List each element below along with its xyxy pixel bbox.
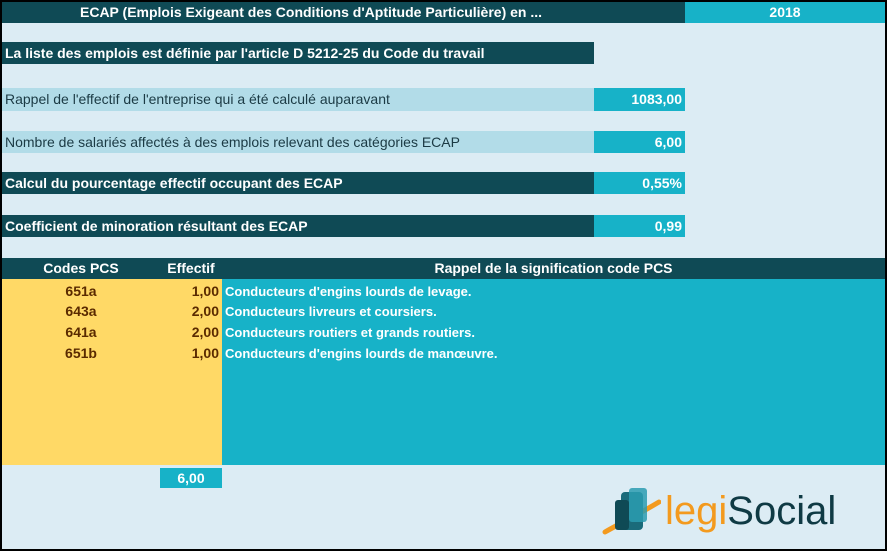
- total-effectif: 6,00: [177, 470, 205, 486]
- row-code: 641a: [65, 324, 97, 340]
- header-title-cell[interactable]: ECAP (Emplois Exigeant des Conditions d'…: [2, 2, 685, 23]
- row-description: Conducteurs routiers et grands routiers.: [225, 325, 475, 340]
- effectif-label-cell[interactable]: Rappel de l'effectif de l'entreprise qui…: [2, 88, 594, 111]
- header-codes-pcs[interactable]: Codes PCS: [43, 260, 119, 276]
- year-cell[interactable]: 2018: [685, 2, 885, 23]
- salaries-value: 6,00: [654, 134, 682, 150]
- table-row[interactable]: 643a 2,00 Conducteurs livreurs et coursi…: [2, 301, 885, 322]
- row-code: 651b: [65, 345, 97, 361]
- table-row[interactable]: 651b 1,00 Conducteurs d'engins lourds de…: [2, 343, 885, 364]
- legisocial-logo: legiSocial: [599, 484, 869, 544]
- effectif-label: Rappel de l'effectif de l'entreprise qui…: [5, 91, 390, 107]
- pourcentage-value: 0,55%: [642, 175, 682, 191]
- total-effectif-cell[interactable]: 6,00: [160, 468, 222, 488]
- pourcentage-label-cell[interactable]: Calcul du pourcentage effectif occupant …: [2, 172, 594, 194]
- row-effectif: 2,00: [191, 303, 219, 319]
- header-title: ECAP (Emplois Exigeant des Conditions d'…: [80, 4, 543, 20]
- coefficient-value: 0,99: [654, 218, 682, 234]
- effectif-value: 1083,00: [631, 91, 682, 107]
- row-effectif: 2,00: [191, 324, 219, 340]
- year-value: 2018: [769, 4, 801, 20]
- table-row[interactable]: 651a 1,00 Conducteurs d'engins lourds de…: [2, 281, 885, 302]
- row-code: 643a: [65, 303, 97, 319]
- signification-column: [222, 279, 885, 465]
- info-line: La liste des emplois est définie par l'a…: [5, 45, 485, 61]
- header-effectif[interactable]: Effectif: [167, 260, 215, 276]
- salaries-label-cell[interactable]: Nombre de salariés affectés à des emploi…: [2, 131, 594, 153]
- salaries-label: Nombre de salariés affectés à des emploi…: [5, 134, 460, 150]
- coefficient-label: Coefficient de minoration résultant des …: [5, 218, 308, 234]
- row-description: Conducteurs d'engins lourds de levage.: [225, 284, 472, 299]
- row-description: Conducteurs livreurs et coursiers.: [225, 304, 437, 319]
- row-code: 651a: [65, 283, 97, 299]
- row-description: Conducteurs d'engins lourds de manœuvre.: [225, 346, 498, 361]
- pourcentage-label: Calcul du pourcentage effectif occupant …: [5, 175, 343, 191]
- table-row[interactable]: 641a 2,00 Conducteurs routiers et grands…: [2, 322, 885, 343]
- effectif-value-cell[interactable]: 1083,00: [594, 88, 685, 111]
- header-signification[interactable]: Rappel de la signification code PCS: [434, 260, 673, 276]
- pourcentage-value-cell[interactable]: 0,55%: [594, 172, 685, 194]
- row-effectif: 1,00: [191, 345, 219, 361]
- codes-column: [2, 279, 222, 465]
- coefficient-value-cell[interactable]: 0,99: [594, 215, 685, 237]
- table-header-row: Codes PCS Effectif Rappel de la signific…: [2, 258, 885, 279]
- info-line-cell[interactable]: La liste des emplois est définie par l'a…: [2, 42, 594, 64]
- row-effectif: 1,00: [191, 283, 219, 299]
- coefficient-label-cell[interactable]: Coefficient de minoration résultant des …: [2, 215, 594, 237]
- logo-mark-icon: [602, 488, 661, 535]
- logo-text-social: Social: [727, 489, 837, 533]
- salaries-value-cell[interactable]: 6,00: [594, 131, 685, 153]
- logo-text-legi: legi: [665, 489, 728, 533]
